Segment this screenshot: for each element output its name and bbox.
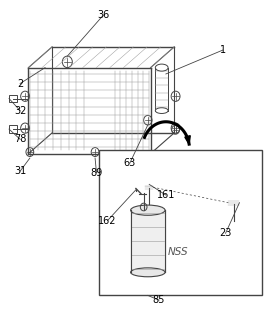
Bar [145, 184, 153, 190]
Bar [131, 210, 165, 272]
Ellipse shape [155, 64, 168, 71]
Bar [9, 95, 17, 102]
Bar [9, 125, 17, 133]
Text: 32: 32 [14, 106, 26, 116]
Text: 1: 1 [220, 45, 226, 55]
Text: NSS: NSS [167, 247, 188, 257]
Text: 85: 85 [153, 295, 165, 305]
Text: 36: 36 [97, 10, 110, 20]
Ellipse shape [131, 205, 165, 215]
Ellipse shape [131, 268, 165, 277]
Text: 63: 63 [124, 158, 136, 168]
Bar [228, 199, 239, 206]
Text: 31: 31 [14, 166, 26, 176]
Polygon shape [185, 136, 190, 144]
Text: 2: 2 [17, 78, 23, 89]
Ellipse shape [155, 108, 168, 114]
Text: 162: 162 [98, 216, 117, 226]
Bar [99, 150, 262, 295]
Text: 161: 161 [157, 190, 175, 200]
Text: 23: 23 [219, 228, 232, 238]
Text: 89: 89 [90, 168, 103, 178]
Text: 78: 78 [14, 134, 26, 144]
